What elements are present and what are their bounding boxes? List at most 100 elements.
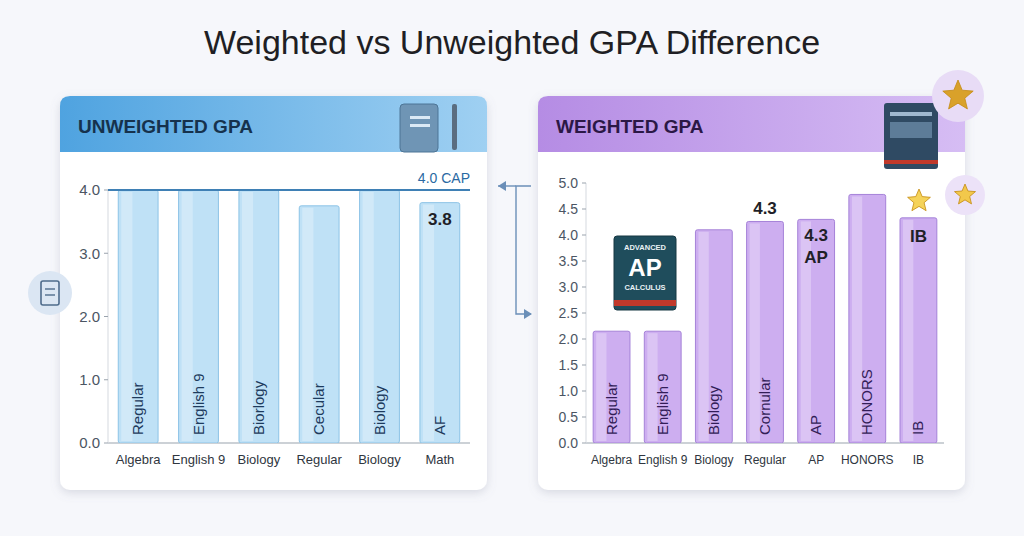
y-tick: [582, 417, 586, 418]
y-tick-label: 2.5: [559, 305, 579, 321]
bar: [644, 331, 681, 443]
y-tick: [582, 365, 586, 366]
y-tick: [582, 209, 586, 210]
bar: [420, 203, 460, 443]
bar-shine: [903, 220, 913, 441]
y-tick-label: 1.5: [559, 357, 579, 373]
y-tick: [582, 391, 586, 392]
bar-shine: [423, 205, 434, 441]
bars: [593, 194, 937, 443]
data-label: 4.3: [804, 226, 828, 245]
x-tick-label: Algebra: [116, 452, 162, 467]
bar-inner-label: IB: [909, 421, 926, 435]
panel: WEIGHTED GPA0.00.51.01.52.02.53.03.54.04…: [538, 96, 965, 490]
bars: [118, 190, 459, 443]
bar: [747, 221, 784, 443]
y-tick: [582, 261, 586, 262]
bar-inner-label: Regular: [129, 382, 146, 435]
book-cover: [614, 236, 676, 310]
bar: [695, 230, 732, 443]
x-axis: [108, 442, 470, 443]
x-tick-label: Biology: [238, 452, 281, 467]
x-tick-label: Math: [425, 452, 454, 467]
bar-inner-label: English 9: [654, 373, 671, 435]
x-tick-label: Regular: [296, 452, 342, 467]
connector: [516, 186, 531, 314]
y-tick-label: 4.5: [559, 201, 579, 217]
y-tick-label: 2.0: [559, 331, 579, 347]
x-tick-label: English 9: [638, 453, 688, 467]
bar-inner-label: AP: [807, 415, 824, 435]
y-tick-label: 0.0: [559, 435, 579, 451]
bar: [900, 218, 937, 443]
side-icon: [45, 288, 55, 289]
panel-card: [60, 96, 487, 490]
x-tick-label: AP: [808, 453, 824, 467]
book-text: CALCULUS: [624, 283, 665, 292]
y-tick-label: 0.0: [79, 434, 100, 451]
star: [955, 184, 976, 204]
notebook-icon: [400, 104, 438, 152]
bar-top-label: IB: [910, 227, 927, 246]
data-label: 4.3: [753, 199, 777, 218]
x-tick-label: Algebra: [591, 453, 633, 467]
y-tick: [582, 235, 586, 236]
x-tick-label: HONORS: [841, 453, 894, 467]
y-tick: [104, 253, 108, 254]
bar-inner-label: HONORS: [858, 369, 875, 435]
connector: [498, 185, 516, 186]
background: [0, 0, 1024, 536]
panel-title: WEIGHTED GPA: [556, 116, 704, 137]
y-tick-label: 1.0: [559, 383, 579, 399]
bar-inner-label: Biology: [371, 385, 388, 435]
side-icon: [45, 294, 55, 295]
y-tick-label: 4.0: [79, 181, 100, 198]
bar: [118, 190, 158, 443]
cap-label: 4.0 CAP: [418, 170, 470, 186]
book-icon: [890, 112, 932, 116]
bar: [360, 190, 400, 443]
y-tick-label: 3.0: [79, 245, 100, 262]
connector-arrow: [524, 309, 532, 319]
book-icon: [884, 160, 938, 164]
decorations: ADVANCEDAPCALCULUS: [28, 70, 985, 319]
pen-icon: [452, 104, 457, 150]
y-tick: [582, 443, 586, 444]
star: [943, 80, 973, 109]
panel: UNWEIGHTED GPA0.01.02.03.04.04.0 CAPRegu…: [60, 96, 487, 490]
data-label: 3.8: [428, 210, 452, 229]
x-tick-label: Regular: [744, 453, 786, 467]
x-tick-label: IB: [913, 453, 924, 467]
bar: [239, 190, 279, 443]
y-tick: [104, 190, 108, 191]
y-tick: [104, 443, 108, 444]
y-tick: [104, 316, 108, 317]
y-tick-label: 3.0: [559, 279, 579, 295]
panel-title: UNWEIGHTED GPA: [78, 116, 253, 137]
y-tick: [104, 379, 108, 380]
bar: [179, 190, 219, 443]
book-text: AP: [628, 254, 661, 281]
side-icon: [28, 271, 72, 315]
x-tick-label: Biology: [694, 453, 733, 467]
star-badge: [945, 175, 985, 215]
bar-inner-label: Biorlogy: [250, 380, 267, 435]
side-icon: [41, 281, 59, 305]
bar-inner-label: Regular: [603, 382, 620, 435]
main-title: Weighted vs Unweighted GPA Difference: [204, 23, 820, 61]
star: [908, 189, 931, 211]
book-icon: [890, 122, 932, 138]
y-tick-label: 1.0: [79, 371, 100, 388]
chart-root: Weighted vs Unweighted GPA Difference UNW…: [0, 0, 1024, 536]
y-tick-label: 4.0: [559, 227, 579, 243]
y-tick: [582, 313, 586, 314]
bar-inner-label: Cecular: [310, 383, 327, 435]
bar: [798, 219, 835, 443]
book-icon: [884, 103, 938, 169]
bar-top-label: AP: [804, 248, 828, 267]
y-tick: [582, 183, 586, 184]
bar: [299, 206, 339, 443]
y-tick: [582, 339, 586, 340]
notebook-icon: [410, 124, 430, 127]
bar: [593, 331, 630, 443]
